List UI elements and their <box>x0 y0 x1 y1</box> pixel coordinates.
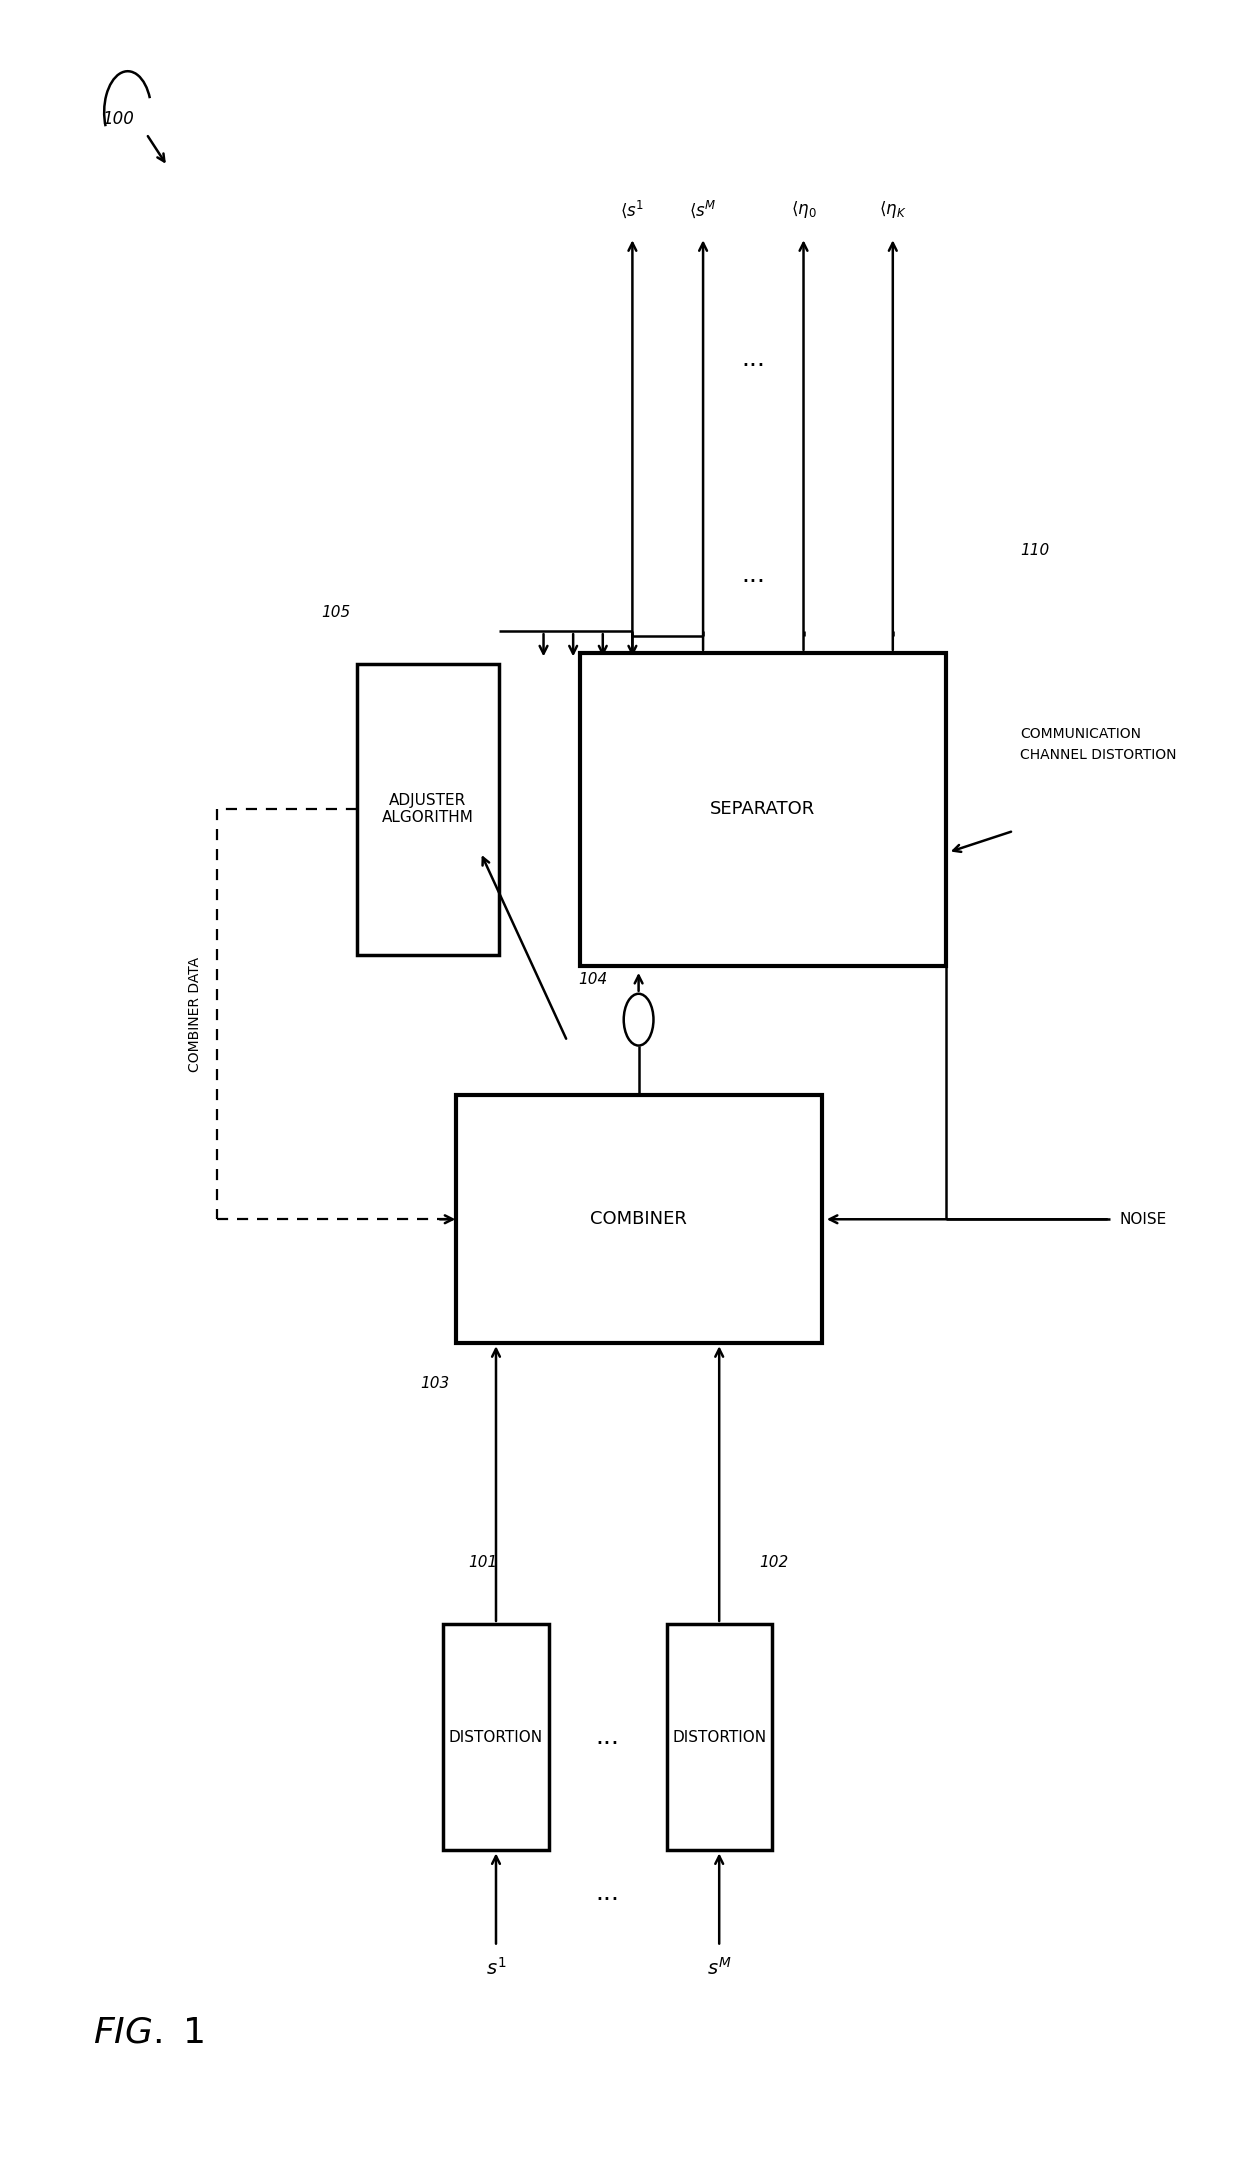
Text: DISTORTION: DISTORTION <box>672 1731 766 1744</box>
Bar <box>456 1094 822 1342</box>
Circle shape <box>624 993 653 1044</box>
Text: 102: 102 <box>759 1556 789 1571</box>
Text: $\langle \eta_0$: $\langle \eta_0$ <box>791 199 816 220</box>
Text: COMMUNICATION
CHANNEL DISTORTION: COMMUNICATION CHANNEL DISTORTION <box>1019 727 1177 762</box>
Text: $\langle \eta_K$: $\langle \eta_K$ <box>879 199 906 220</box>
Text: $s^1$: $s^1$ <box>486 1957 506 1979</box>
Text: DISTORTION: DISTORTION <box>449 1731 543 1744</box>
Text: 101: 101 <box>469 1556 497 1571</box>
Text: NOISE: NOISE <box>1120 1213 1167 1226</box>
Text: ...: ... <box>742 347 765 371</box>
Text: $\mathit{FIG.\ 1}$: $\mathit{FIG.\ 1}$ <box>93 2016 205 2050</box>
Bar <box>444 1623 549 1849</box>
Text: ...: ... <box>742 563 765 587</box>
Text: 100: 100 <box>102 110 134 127</box>
Bar <box>667 1623 771 1849</box>
Text: COMBINER: COMBINER <box>590 1211 687 1228</box>
Text: ...: ... <box>595 1880 620 1906</box>
Text: ...: ... <box>595 1724 620 1750</box>
Text: COMBINER DATA: COMBINER DATA <box>188 956 202 1073</box>
Bar <box>580 652 945 967</box>
Text: $s^M$: $s^M$ <box>707 1957 732 1979</box>
Text: 104: 104 <box>578 973 608 988</box>
Bar <box>357 665 498 954</box>
Text: SEPARATOR: SEPARATOR <box>711 801 815 818</box>
Text: 105: 105 <box>321 606 350 622</box>
Text: $\langle s^1$: $\langle s^1$ <box>620 199 645 220</box>
Text: 110: 110 <box>1019 544 1049 557</box>
Text: $\langle s^M$: $\langle s^M$ <box>689 199 717 220</box>
Text: 103: 103 <box>420 1377 450 1390</box>
Text: ADJUSTER
ALGORITHM: ADJUSTER ALGORITHM <box>382 792 474 827</box>
